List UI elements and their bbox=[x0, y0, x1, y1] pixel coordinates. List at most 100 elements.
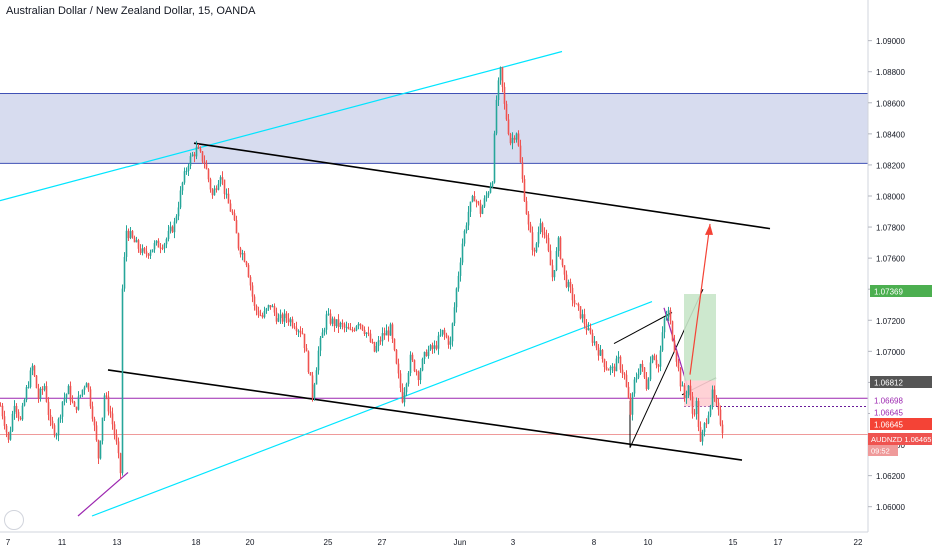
candle-body bbox=[373, 342, 376, 352]
x-tick-label: 17 bbox=[774, 538, 783, 547]
candle-body bbox=[675, 351, 678, 362]
candle-body bbox=[657, 365, 660, 367]
candle-body bbox=[323, 329, 326, 333]
candle-body bbox=[55, 435, 58, 437]
candle-body bbox=[457, 275, 460, 289]
price-label: 1.07369 bbox=[874, 288, 903, 297]
candle-body bbox=[161, 247, 164, 249]
candle-body bbox=[407, 372, 410, 384]
candle-body bbox=[403, 392, 406, 403]
price-label-box bbox=[870, 285, 932, 297]
candle-body bbox=[423, 352, 426, 359]
candle-body bbox=[627, 386, 630, 399]
candle-body bbox=[415, 370, 418, 372]
candle-body bbox=[399, 373, 402, 388]
candle-body bbox=[453, 307, 456, 324]
y-tick-label: 1.06000 bbox=[876, 503, 905, 512]
candle-body bbox=[167, 230, 170, 239]
candle-body bbox=[687, 385, 690, 396]
candle-body bbox=[7, 432, 10, 440]
x-tick-label: 11 bbox=[58, 538, 67, 547]
candle-body bbox=[325, 314, 328, 330]
candle-body bbox=[353, 329, 356, 331]
candle-body bbox=[281, 314, 284, 322]
candle-body bbox=[467, 211, 470, 226]
candle-body bbox=[479, 203, 482, 214]
candle-body bbox=[377, 340, 380, 346]
candle-body bbox=[567, 281, 570, 287]
candle-body bbox=[181, 182, 184, 191]
candle-body bbox=[273, 306, 276, 313]
candle-body bbox=[71, 400, 74, 402]
y-tick-label: 1.07200 bbox=[876, 317, 905, 326]
candle-body bbox=[359, 323, 362, 326]
candle-body bbox=[419, 370, 422, 381]
candle-body bbox=[575, 303, 578, 305]
candle-body bbox=[443, 329, 446, 335]
candle-body bbox=[139, 248, 142, 253]
candle-body bbox=[437, 335, 440, 349]
candle-body bbox=[697, 400, 700, 428]
candle-body bbox=[265, 308, 268, 312]
candle-body bbox=[693, 413, 696, 415]
candle-body bbox=[429, 345, 432, 350]
x-tick-label: 22 bbox=[854, 538, 863, 547]
candle-body bbox=[321, 332, 324, 338]
candle-body bbox=[471, 196, 474, 202]
candle-body bbox=[345, 326, 348, 328]
candle-body bbox=[613, 366, 616, 372]
candle-body bbox=[327, 313, 330, 315]
candle-body bbox=[189, 156, 192, 166]
candle-body bbox=[681, 385, 684, 387]
candle-body bbox=[667, 310, 670, 317]
candle-body bbox=[513, 137, 516, 140]
candle-body bbox=[237, 233, 240, 249]
price-axis-background bbox=[868, 0, 932, 550]
candle-body bbox=[653, 355, 656, 360]
candle-body bbox=[5, 425, 8, 433]
candle-body bbox=[339, 322, 342, 327]
candle-body bbox=[445, 334, 448, 338]
candle-body bbox=[621, 369, 624, 374]
candle-body bbox=[397, 363, 400, 374]
candle-body bbox=[475, 201, 478, 203]
candle-body bbox=[607, 369, 610, 371]
candle-body bbox=[639, 363, 642, 374]
candle-body bbox=[497, 80, 500, 100]
candle-body bbox=[691, 396, 694, 414]
candle-body bbox=[625, 374, 628, 387]
candle-body bbox=[141, 248, 144, 253]
candle-body bbox=[569, 281, 572, 288]
candle-body bbox=[91, 406, 94, 419]
candle-body bbox=[603, 358, 606, 368]
candle-body bbox=[85, 383, 88, 388]
price-label: 1.06645 bbox=[874, 409, 903, 418]
candle-body bbox=[631, 393, 634, 415]
candle-body bbox=[455, 288, 458, 308]
candle-body bbox=[599, 350, 602, 356]
candle-body bbox=[583, 314, 586, 324]
candle-body bbox=[103, 395, 106, 418]
candle-body bbox=[557, 237, 560, 252]
price-label: 1.06645 bbox=[874, 421, 903, 430]
candle-body bbox=[209, 179, 212, 190]
candle-body bbox=[93, 418, 96, 426]
candle-body bbox=[217, 183, 220, 190]
candle-body bbox=[307, 351, 310, 373]
candle-body bbox=[263, 311, 266, 318]
x-tick-label: 3 bbox=[511, 538, 516, 547]
candle-body bbox=[261, 315, 264, 318]
projection-arrow-head bbox=[705, 223, 713, 235]
x-tick-label: 27 bbox=[378, 538, 387, 547]
tradingview-logo[interactable] bbox=[4, 510, 24, 530]
candle-body bbox=[299, 330, 302, 334]
candle-body bbox=[655, 359, 658, 366]
candle-body bbox=[23, 400, 26, 406]
candle-body bbox=[389, 324, 392, 336]
price-label-box bbox=[870, 406, 932, 418]
candle-body bbox=[571, 287, 574, 301]
candle-body bbox=[343, 324, 346, 328]
